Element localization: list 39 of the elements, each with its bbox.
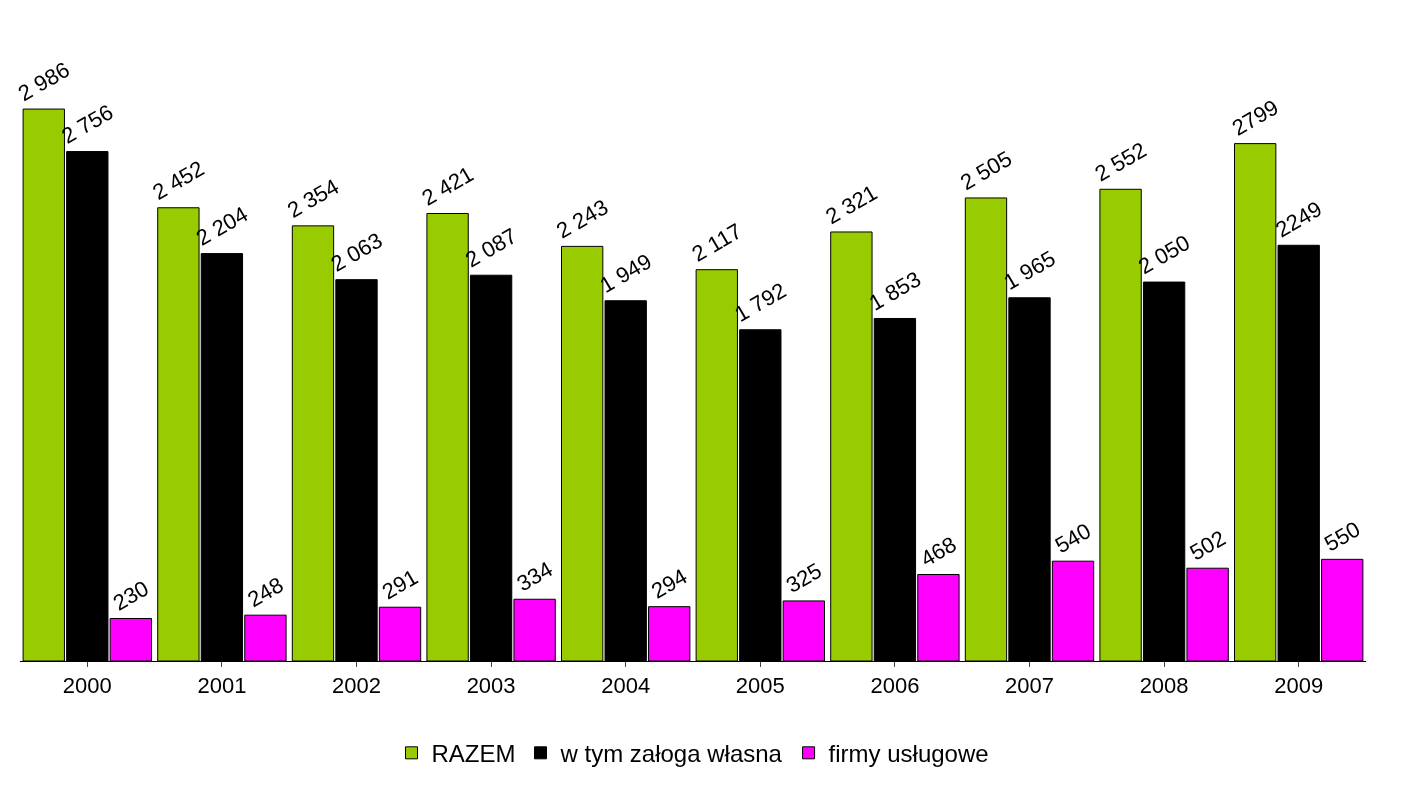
legend-label: RAZEM — [431, 740, 516, 768]
data-label: 2 063 — [326, 227, 387, 277]
data-label: 540 — [1050, 518, 1096, 559]
x-tick-label: 2008 — [1139, 673, 1189, 699]
data-label: 1 949 — [595, 248, 656, 298]
data-label: 2 552 — [1090, 137, 1151, 187]
data-label: 2 505 — [955, 145, 1017, 195]
data-label: 550 — [1320, 516, 1365, 557]
data-label: 2 050 — [1134, 229, 1195, 280]
data-label: 291 — [377, 564, 423, 605]
x-tick-label: 2009 — [1274, 673, 1324, 699]
x-tick-label: 2000 — [62, 673, 112, 699]
x-tick-label: 2007 — [1005, 673, 1054, 699]
x-tick-label: 2003 — [466, 673, 516, 699]
data-label: 248 — [243, 572, 288, 613]
x-tick-label: 2006 — [870, 673, 920, 699]
data-label: 334 — [512, 556, 557, 597]
data-label: 1 853 — [864, 266, 925, 316]
data-label: 2249 — [1271, 196, 1327, 243]
data-label: 2 117 — [687, 218, 747, 267]
data-label: 502 — [1185, 525, 1230, 566]
data-label: 2 243 — [552, 194, 613, 244]
x-tick-label: 2002 — [332, 673, 381, 699]
data-label: 230 — [108, 575, 153, 616]
legend-label: firmy usługowe — [828, 740, 989, 768]
data-label: 2 354 — [282, 173, 344, 223]
data-label: 1 965 — [999, 245, 1060, 295]
data-label: 2 087 — [461, 223, 522, 273]
data-label: 2799 — [1227, 94, 1283, 141]
x-tick-label: 2001 — [197, 673, 247, 699]
data-label: 2 421 — [417, 161, 478, 211]
legend-label: w tym załoga własna — [559, 740, 783, 768]
data-label: 2 321 — [821, 179, 882, 229]
x-tick-label: 2005 — [735, 673, 785, 699]
data-label: 294 — [647, 563, 692, 604]
data-label: 1 792 — [730, 277, 791, 327]
data-label: 468 — [916, 531, 961, 572]
data-label: 325 — [781, 557, 826, 598]
x-tick-label: 2004 — [601, 673, 651, 699]
